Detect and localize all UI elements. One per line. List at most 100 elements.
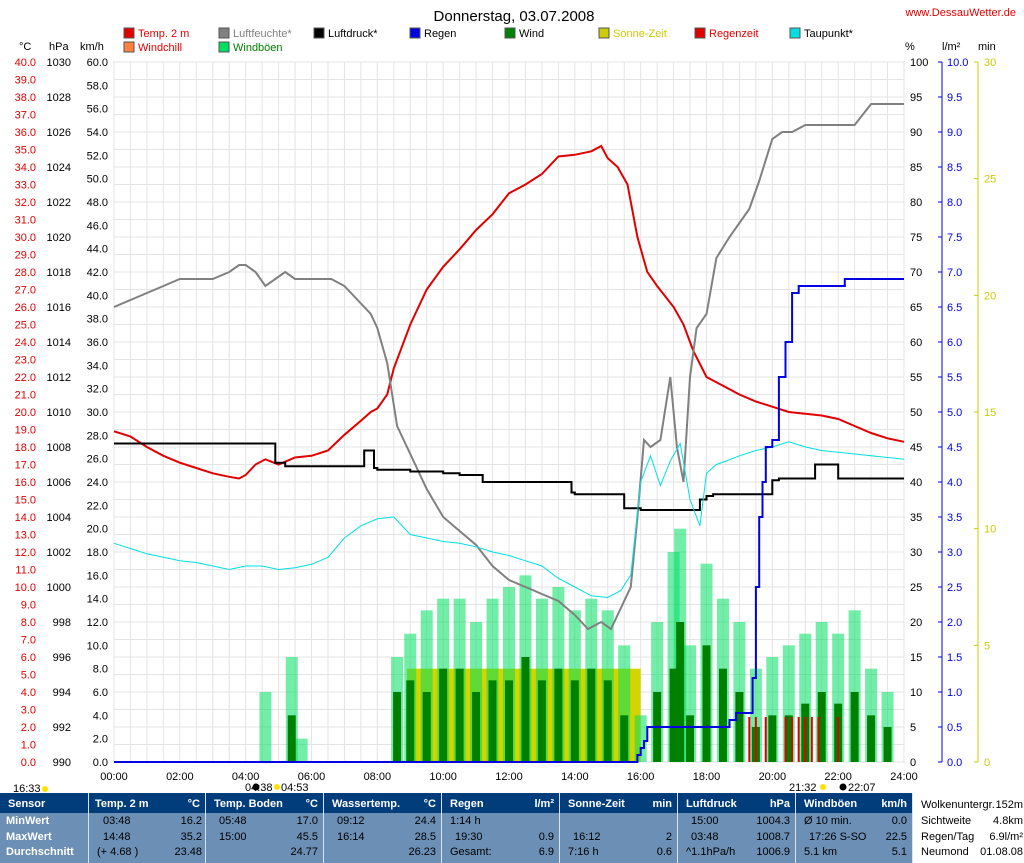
sun-avg-val: 0.6 [656, 846, 672, 858]
moonset-icon [839, 783, 847, 791]
sunrise-icon [274, 784, 280, 790]
wind-bar [521, 657, 530, 762]
press-min-val: 1004.3 [756, 815, 790, 827]
rain-tick-label: 4.5 [947, 442, 962, 454]
temp-tick-label: 32.0 [15, 197, 36, 209]
temp-tick-label: 22.0 [15, 372, 36, 384]
sun-tick-label: 15 [984, 407, 996, 419]
gust-max-time: 17:26 S-SO [809, 831, 867, 843]
series-line-luftdruck- [114, 442, 904, 511]
site-link[interactable]: www.DessauWetter.de [905, 7, 1016, 19]
temp-tick-label: 12.0 [15, 547, 36, 559]
temp-tick-label: 26.0 [15, 302, 36, 314]
temp-tick-label: 33.0 [15, 180, 36, 192]
wind-tick-label: 10.0 [87, 640, 108, 652]
wind-bar [455, 668, 464, 762]
rain-time-mark [784, 717, 787, 762]
sunset-icon [820, 784, 826, 790]
legend-label: Windböen [233, 42, 283, 54]
temp-tick-label: 36.0 [15, 127, 36, 139]
rain-tick-label: 0.5 [947, 722, 962, 734]
rain-tick-label: 5.0 [947, 407, 962, 419]
wind-bar [735, 692, 744, 762]
water-max-val: 28.5 [414, 831, 436, 843]
temp-tick-label: 29.0 [15, 250, 36, 262]
hdr-soil-unit: °C [305, 798, 318, 810]
stats-col-sensor: Sensor MinWert MaxWert Durchschnitt [0, 793, 88, 863]
temp-tick-label: 1.0 [21, 740, 36, 752]
series-line-taupunkt- [113, 441, 905, 599]
wind-bar [817, 692, 826, 762]
wind-tick-label: 60.0 [87, 57, 108, 69]
legend-swatch [409, 27, 421, 39]
gust-bar [259, 692, 272, 762]
temp-tick-label: 17.0 [15, 460, 36, 472]
wind-bar [620, 715, 629, 762]
pressure-tick-label: 1020 [47, 232, 71, 244]
gust-avg10-label: Ø 10 min. [804, 815, 852, 827]
wind-tick-label: 50.0 [87, 174, 108, 186]
legend-label: Regenzeit [709, 28, 759, 40]
wind-bar [570, 680, 579, 762]
sun-unit: min [978, 41, 996, 53]
moonset-time: 22:07 [848, 782, 876, 794]
hdr-sun: Sonne-Zeit [568, 798, 625, 810]
axis-units: °C hPa km/h % l/m² min [19, 41, 996, 53]
temp-tick-label: 6.0 [21, 652, 36, 664]
chart-title: Donnerstag, 03.07.2008 [434, 8, 595, 25]
rain-time-mark [764, 717, 767, 762]
rain-tick-label: 7.0 [947, 267, 962, 279]
legend-swatch [123, 27, 135, 39]
wind-tick-label: 30.0 [87, 407, 108, 419]
wind-bar [422, 692, 431, 762]
temp-tick-label: 38.0 [15, 92, 36, 104]
legend-label: Windchill [138, 42, 182, 54]
gust-bar [634, 715, 647, 762]
humidity-tick-label: 100 [910, 57, 928, 69]
legend-swatch [313, 27, 325, 39]
pressure-tick-label: 1004 [47, 512, 71, 524]
rain-total-val: 6.9 [538, 846, 554, 858]
x-tick-label: 24:00 [890, 771, 918, 783]
wind-bar [472, 692, 481, 762]
water-min-val: 24.4 [414, 815, 436, 827]
humidity-tick-label: 15 [910, 652, 922, 664]
temp-min-val: 16.2 [180, 815, 202, 827]
x-tick-label: 02:00 [166, 771, 194, 783]
rain-tick-label: 2.0 [947, 617, 962, 629]
temp-tick-label: 39.0 [15, 75, 36, 87]
temp-tick-label: 20.0 [15, 407, 36, 419]
temp-unit: °C [19, 41, 31, 53]
legend: Temp. 2 m Luftfeuchte* Luftdruck* Regen Wind… [123, 27, 854, 54]
pressure-unit: hPa [49, 41, 69, 53]
rain-tick-label: 3.0 [947, 547, 962, 559]
rain-tick-label: 1.5 [947, 652, 962, 664]
rain-time-mark [817, 717, 820, 762]
pressure-tick-label: 1018 [47, 267, 71, 279]
wind-tick-label: 36.0 [87, 337, 108, 349]
rain-tick-label: 4.0 [947, 477, 962, 489]
temp-tick-label: 24.0 [15, 337, 36, 349]
legend-label: Wind [519, 28, 544, 40]
temp-tick-label: 10.0 [15, 582, 36, 594]
humidity-tick-label: 40 [910, 477, 922, 489]
water-min-time: 09:12 [337, 815, 365, 827]
rain-tick-label: 7.5 [947, 232, 962, 244]
pressure-tick-label: 998 [53, 617, 71, 629]
rain-tick-label: 10.0 [947, 57, 968, 69]
wind-bar [676, 622, 685, 762]
extra-cloud-val: 152m [995, 799, 1023, 811]
pressure-tick-label: 1002 [47, 547, 71, 559]
legend-label: Luftdruck* [328, 28, 378, 40]
rain-time-mark [797, 717, 800, 762]
humidity-tick-label: 75 [910, 232, 922, 244]
press-trend: ^1.1hPa/h [686, 846, 736, 858]
wind-tick-label: 32.0 [87, 384, 108, 396]
humidity-tick-label: 45 [910, 442, 922, 454]
stats-col-temp: Temp. 2 m °C 03:48 16.2 14:48 35.2 (+ 4.68 … [88, 793, 206, 863]
stats-col-sun: Sonne-Zeit min 16:12 2 7:16 h 0.6 [559, 793, 678, 863]
extra-rainday-val: 6.9l/m² [989, 831, 1023, 843]
wind-tick-label: 6.0 [93, 687, 108, 699]
humidity-tick-label: 25 [910, 582, 922, 594]
wind-tick-label: 38.0 [87, 314, 108, 326]
